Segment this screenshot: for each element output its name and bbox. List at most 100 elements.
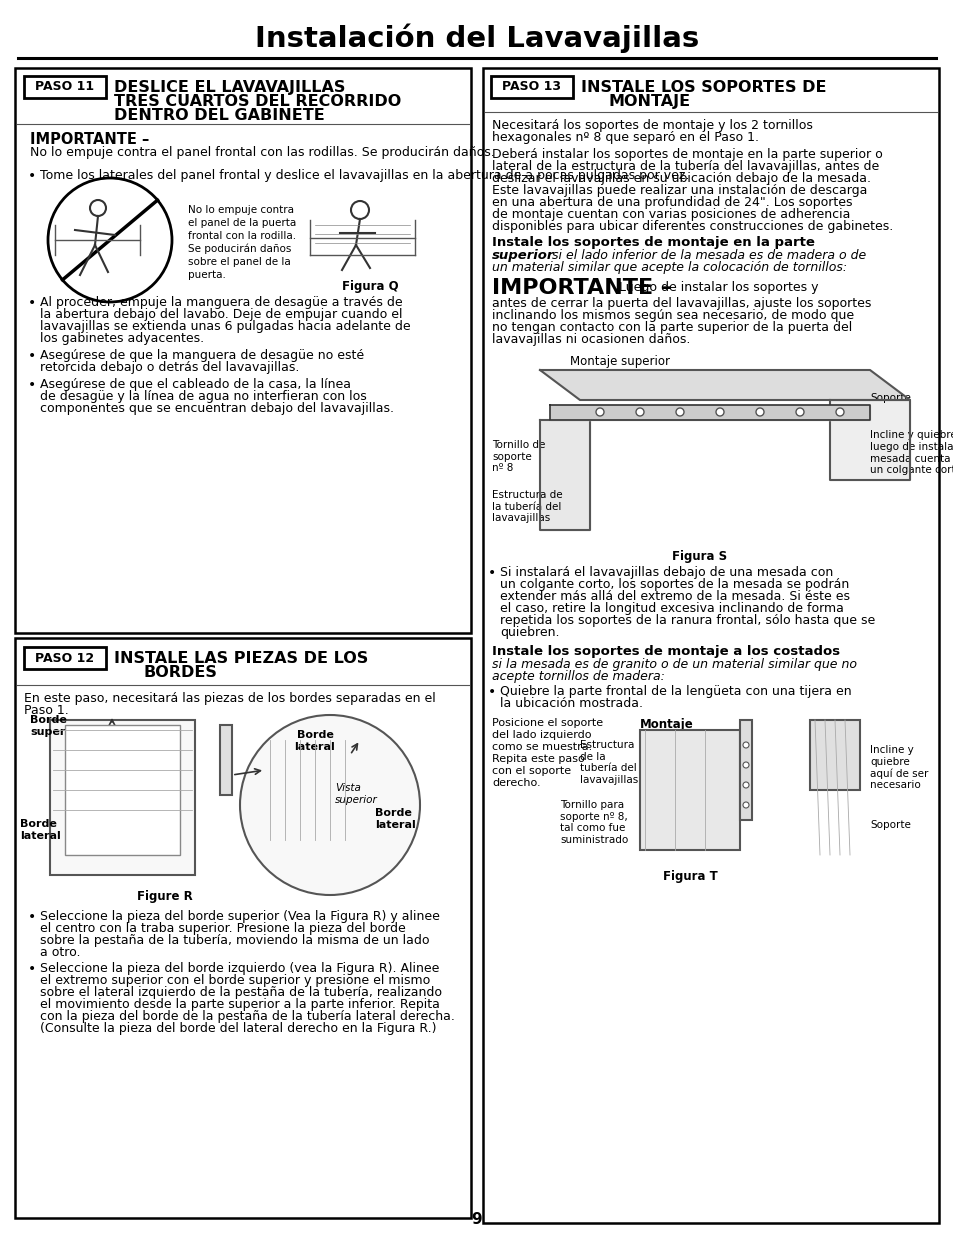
Bar: [50, 720, 194, 876]
Text: Quiebre la parte frontal de la lengüeta con una tijera en: Quiebre la parte frontal de la lengüeta …: [499, 685, 851, 698]
Text: TRES CUARTOS DEL RECORRIDO: TRES CUARTOS DEL RECORRIDO: [113, 94, 401, 109]
Circle shape: [636, 408, 643, 416]
Text: Instale los soportes de montaje a los costados: Instale los soportes de montaje a los co…: [492, 645, 840, 658]
Circle shape: [742, 802, 748, 808]
Text: la abertura debajo del lavabo. Deje de empujar cuando el: la abertura debajo del lavabo. Deje de e…: [40, 308, 402, 321]
Text: el extremo superior con el borde superior y presione el mismo: el extremo superior con el borde superio…: [40, 974, 430, 987]
Text: sobre el lateral izquierdo de la pestaña de la tubería, realizando: sobre el lateral izquierdo de la pestaña…: [40, 986, 441, 999]
Text: Necesitará los soportes de montaje y los 2 tornillos: Necesitará los soportes de montaje y los…: [492, 119, 812, 132]
Text: Borde
lateral: Borde lateral: [375, 808, 416, 830]
Text: Tornillo de
soporte
nº 8: Tornillo de soporte nº 8: [492, 440, 545, 473]
Bar: [220, 725, 232, 795]
Text: hexagonales nº 8 que separó en el Paso 1.: hexagonales nº 8 que separó en el Paso 1…: [492, 131, 759, 144]
Text: del lado izquierdo: del lado izquierdo: [492, 730, 591, 740]
Text: Si instalará el lavavajillas debajo de una mesada con: Si instalará el lavavajillas debajo de u…: [499, 566, 832, 579]
Text: MONTAJE: MONTAJE: [608, 94, 690, 109]
Polygon shape: [829, 400, 909, 480]
Text: BORDES: BORDES: [144, 664, 217, 680]
Text: en una abertura de una profundidad de 24". Los soportes: en una abertura de una profundidad de 24…: [492, 196, 852, 209]
Text: quiebren.: quiebren.: [499, 626, 558, 638]
Text: Incline y quiebre aquí
luego de instalar, si la
mesada cuenta con
un colgante co: Incline y quiebre aquí luego de instalar…: [869, 430, 953, 475]
Text: retorcida debajo o detrás del lavavajillas.: retorcida debajo o detrás del lavavajill…: [40, 361, 299, 374]
Text: Deberá instalar los soportes de montaje en la parte superior o: Deberá instalar los soportes de montaje …: [492, 148, 882, 161]
Text: IMPORTANTE –: IMPORTANTE –: [30, 132, 149, 147]
Text: Estructura de
la tubería del
lavavajillas: Estructura de la tubería del lavavajilla…: [492, 490, 562, 524]
Text: Borde
lateral: Borde lateral: [294, 730, 335, 752]
Text: si el lado inferior de la mesada es de madera o de: si el lado inferior de la mesada es de m…: [547, 249, 865, 262]
Circle shape: [48, 178, 172, 303]
Text: •: •: [488, 566, 496, 580]
Text: deslizar el lavavajillas en su ubicación debajo de la mesada.: deslizar el lavavajillas en su ubicación…: [492, 172, 870, 185]
Polygon shape: [539, 370, 909, 400]
Bar: [740, 720, 751, 820]
Text: como se muestra.: como se muestra.: [492, 742, 592, 752]
Circle shape: [742, 782, 748, 788]
Text: inclinando los mismos según sea necesario, de modo que: inclinando los mismos según sea necesari…: [492, 309, 853, 322]
Text: (Consulte la pieza del borde del lateral derecho en la Figura R.): (Consulte la pieza del borde del lateral…: [40, 1023, 436, 1035]
Text: antes de cerrar la puerta del lavavajillas, ajuste los soportes: antes de cerrar la puerta del lavavajill…: [492, 296, 870, 310]
Text: lavavajillas se extienda unas 6 pulgadas hacia adelante de: lavavajillas se extienda unas 6 pulgadas…: [40, 320, 410, 333]
Bar: [24, 77, 106, 98]
Text: Estructura
de la
tubería del
lavavajillas: Estructura de la tubería del lavavajilla…: [579, 740, 638, 784]
Text: Posicione el soporte: Posicione el soporte: [492, 718, 602, 727]
Text: con la pieza del borde de la pestaña de la tubería lateral derecha.: con la pieza del borde de la pestaña de …: [40, 1010, 455, 1023]
Text: INSTALE LAS PIEZAS DE LOS: INSTALE LAS PIEZAS DE LOS: [113, 651, 368, 666]
Text: de desagüe y la línea de agua no interfieran con los: de desagüe y la línea de agua no interfi…: [40, 390, 366, 403]
Text: 9: 9: [471, 1213, 482, 1228]
Bar: [15, 638, 471, 1218]
Text: Figura T: Figura T: [662, 869, 717, 883]
Polygon shape: [539, 420, 589, 530]
Text: no tengan contacto con la parte superior de la puerta del: no tengan contacto con la parte superior…: [492, 321, 851, 333]
Text: un material similar que acepte la colocación de tornillos:: un material similar que acepte la coloca…: [492, 261, 846, 274]
Circle shape: [240, 715, 419, 895]
Text: el caso, retire la longitud excesiva inclinando de forma: el caso, retire la longitud excesiva inc…: [499, 601, 843, 615]
Text: Montaje superior: Montaje superior: [569, 354, 669, 368]
Text: Asegúrese de que la manguera de desagüe no esté: Asegúrese de que la manguera de desagüe …: [40, 350, 364, 362]
Text: DENTRO DEL GABINETE: DENTRO DEL GABINETE: [113, 107, 324, 124]
Text: Instale los soportes de montaje en la parte: Instale los soportes de montaje en la pa…: [492, 236, 814, 249]
Text: con el soporte: con el soporte: [492, 766, 571, 776]
Circle shape: [755, 408, 763, 416]
Bar: [482, 68, 938, 1223]
Text: Asegúrese de que el cableado de la casa, la línea: Asegúrese de que el cableado de la casa,…: [40, 378, 351, 391]
Text: a otro.: a otro.: [40, 946, 80, 960]
Text: disponibles para ubicar diferentes construcciones de gabinetes.: disponibles para ubicar diferentes const…: [492, 220, 892, 233]
Text: sobre la pestaña de la tubería, moviendo la misma de un lado: sobre la pestaña de la tubería, moviendo…: [40, 934, 429, 947]
Text: el centro con la traba superior. Presione la pieza del borde: el centro con la traba superior. Presion…: [40, 923, 405, 935]
Text: •: •: [28, 296, 36, 310]
Text: INSTALE LOS SOPORTES DE: INSTALE LOS SOPORTES DE: [580, 80, 825, 95]
Text: la ubicación mostrada.: la ubicación mostrada.: [499, 697, 642, 710]
Text: •: •: [28, 378, 36, 391]
Text: los gabinetes adyacentes.: los gabinetes adyacentes.: [40, 332, 204, 345]
Bar: [24, 647, 106, 669]
Text: Tornillo para
soporte nº 8,
tal como fue
suministrado: Tornillo para soporte nº 8, tal como fue…: [559, 800, 628, 845]
Text: Figura Q: Figura Q: [341, 280, 398, 293]
Circle shape: [351, 201, 369, 219]
Text: Borde
lateral: Borde lateral: [20, 819, 61, 841]
Circle shape: [835, 408, 843, 416]
Text: Instalación del Lavavajillas: Instalación del Lavavajillas: [254, 23, 699, 53]
Text: repetida los soportes de la ranura frontal, sólo hasta que se: repetida los soportes de la ranura front…: [499, 614, 874, 627]
Bar: [639, 730, 740, 850]
Circle shape: [742, 742, 748, 748]
Circle shape: [795, 408, 803, 416]
Text: Seleccione la pieza del borde izquierdo (vea la Figura R). Alinee: Seleccione la pieza del borde izquierdo …: [40, 962, 439, 974]
Text: PASO 11: PASO 11: [35, 80, 94, 94]
Text: No lo empuje contra el panel frontal con las rodillas. Se producirán daños.: No lo empuje contra el panel frontal con…: [30, 146, 495, 159]
Text: lateral de la estructura de la tubería del lavavajillas, antes de: lateral de la estructura de la tubería d…: [492, 161, 879, 173]
Text: el movimiento desde la parte superior a la parte inferior. Repita: el movimiento desde la parte superior a …: [40, 998, 439, 1011]
Text: PASO 12: PASO 12: [35, 652, 94, 664]
Text: acepte tornillos de madera:: acepte tornillos de madera:: [492, 671, 664, 683]
Text: un colgante corto, los soportes de la mesada se podrán: un colgante corto, los soportes de la me…: [499, 578, 848, 592]
Text: Este lavavajillas puede realizar una instalación de descarga: Este lavavajillas puede realizar una ins…: [492, 184, 866, 198]
Text: superior: superior: [492, 249, 554, 262]
Text: Vista
superior: Vista superior: [335, 783, 377, 804]
Circle shape: [596, 408, 603, 416]
Text: DESLICE EL LAVAVAJILLAS: DESLICE EL LAVAVAJILLAS: [113, 80, 345, 95]
Bar: [809, 720, 859, 790]
Text: •: •: [488, 685, 496, 699]
Text: No lo empuje contra
el panel de la puerta
frontal con la rodilla.
Se poducirán d: No lo empuje contra el panel de la puert…: [188, 205, 296, 279]
Bar: [491, 77, 573, 98]
Text: Montaje
lateral: Montaje lateral: [639, 718, 693, 746]
Text: lavavajillas ni ocasionen daños.: lavavajillas ni ocasionen daños.: [492, 333, 690, 346]
